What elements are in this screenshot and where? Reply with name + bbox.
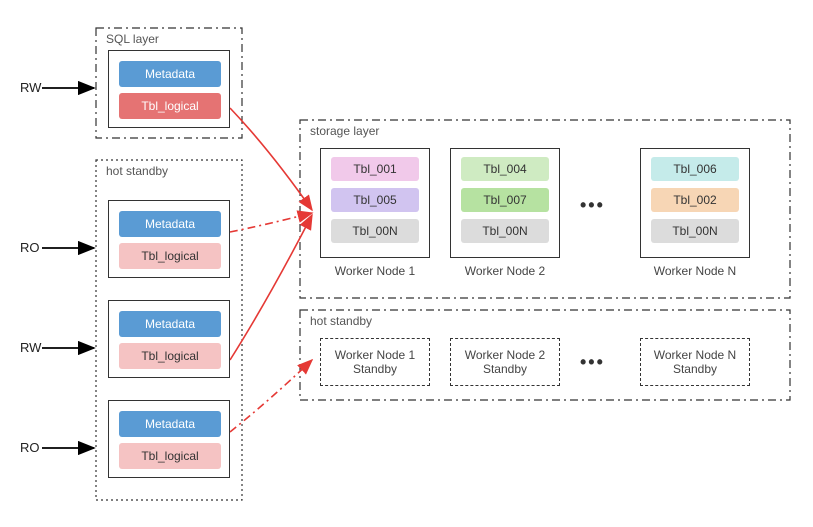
mode-label: RW bbox=[20, 340, 41, 355]
mode-label: RW bbox=[20, 80, 41, 95]
worker-node: Tbl_001 Tbl_005 Tbl_00N bbox=[320, 148, 430, 258]
worker-node: Tbl_004 Tbl_007 Tbl_00N bbox=[450, 148, 560, 258]
worker-standby: Worker Node 2Standby bbox=[450, 338, 560, 386]
worker-caption: Worker Node 2 bbox=[450, 264, 560, 278]
worker-standby: Worker Node 1Standby bbox=[320, 338, 430, 386]
table-chip: Tbl_00N bbox=[461, 219, 549, 243]
logical-chip: Tbl_logical bbox=[119, 443, 221, 469]
ellipsis: ••• bbox=[580, 352, 605, 373]
metadata-chip: Metadata bbox=[119, 311, 221, 337]
table-chip: Tbl_001 bbox=[331, 157, 419, 181]
table-chip: Tbl_005 bbox=[331, 188, 419, 212]
table-chip: Tbl_006 bbox=[651, 157, 739, 181]
table-chip: Tbl_00N bbox=[331, 219, 419, 243]
table-chip: Tbl_007 bbox=[461, 188, 549, 212]
hot-standby-label: hot standby bbox=[106, 164, 168, 178]
table-chip: Tbl_004 bbox=[461, 157, 549, 181]
metadata-chip: Metadata bbox=[119, 61, 221, 87]
worker-node: Tbl_006 Tbl_002 Tbl_00N bbox=[640, 148, 750, 258]
metadata-chip: Metadata bbox=[119, 411, 221, 437]
table-chip: Tbl_00N bbox=[651, 219, 739, 243]
ellipsis: ••• bbox=[580, 195, 605, 216]
sql-node-primary: Metadata Tbl_logical bbox=[108, 50, 230, 128]
mode-label: RO bbox=[20, 240, 40, 255]
sql-node-standby-1: Metadata Tbl_logical bbox=[108, 300, 230, 378]
sql-node-standby-2: Metadata Tbl_logical bbox=[108, 400, 230, 478]
mode-label: RO bbox=[20, 440, 40, 455]
storage-layer-label: storage layer bbox=[310, 124, 379, 138]
worker-caption: Worker Node N bbox=[640, 264, 750, 278]
sql-layer-label: SQL layer bbox=[106, 32, 159, 46]
logical-chip: Tbl_logical bbox=[119, 343, 221, 369]
metadata-chip: Metadata bbox=[119, 211, 221, 237]
logical-chip: Tbl_logical bbox=[119, 93, 221, 119]
worker-caption: Worker Node 1 bbox=[320, 264, 430, 278]
sql-node-standby-0: Metadata Tbl_logical bbox=[108, 200, 230, 278]
table-chip: Tbl_002 bbox=[651, 188, 739, 212]
storage-hot-standby-label: hot standby bbox=[310, 314, 372, 328]
worker-standby: Worker Node NStandby bbox=[640, 338, 750, 386]
logical-chip: Tbl_logical bbox=[119, 243, 221, 269]
